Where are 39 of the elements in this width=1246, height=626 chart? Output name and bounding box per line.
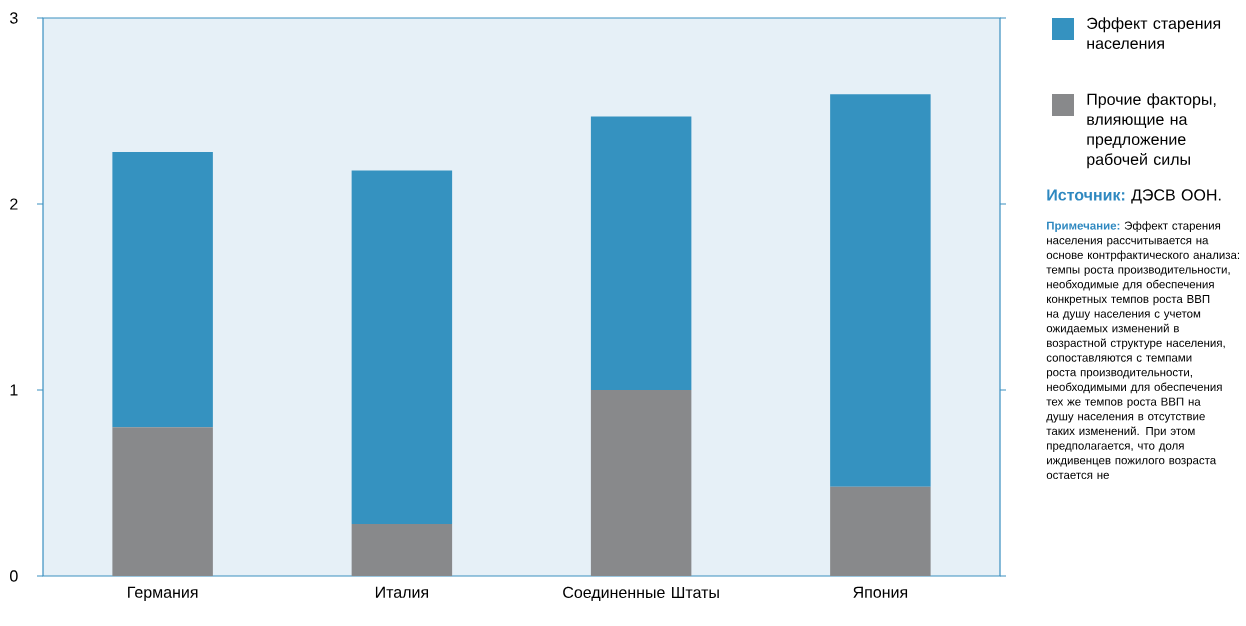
x-tick-label: Соединенные Штаты <box>563 586 719 602</box>
text: основе контрфактического анализа: <box>1046 250 1240 262</box>
y-tick-label: 1 <box>10 384 18 396</box>
text: на душу населения с учетом <box>1047 311 1201 320</box>
y-tick-label: 3 <box>10 12 18 24</box>
text: Источник: <box>1047 189 1125 201</box>
bar <box>830 486 931 576</box>
bar <box>351 170 453 524</box>
bar <box>830 94 931 487</box>
bar <box>112 427 213 576</box>
x-tick-label: Германия <box>128 586 198 602</box>
y-tick-label: 2 <box>10 198 18 210</box>
text: населения рассчитывается на <box>1047 238 1209 247</box>
bar <box>112 151 213 428</box>
text: сопоставляются с темпами <box>1046 355 1192 362</box>
text: Примечание: <box>1047 221 1120 232</box>
bar <box>590 390 692 576</box>
text: остается не <box>1046 472 1109 480</box>
text: ожидаемых изменений в <box>1046 323 1179 335</box>
text: тех же темпов роста ВВП на <box>1046 397 1201 408</box>
bar <box>351 523 453 576</box>
x-tick-label: Япония <box>853 586 908 598</box>
text: роста производительности, <box>1047 370 1192 379</box>
text: иждивенцев пожилого возраста <box>1047 458 1217 467</box>
x-tick-label: Италия <box>375 586 429 598</box>
legend-label: Эффект старения населения <box>1087 17 1221 49</box>
bar <box>590 116 692 390</box>
text: предполагается, что доля <box>1047 443 1184 452</box>
text: необходимыми для обеспечения <box>1047 382 1222 394</box>
text: конкретных темпов роста ВВП <box>1047 295 1210 306</box>
text: ДЭСВ ООН. <box>1131 189 1221 204</box>
y-tick-label: 0 <box>10 570 18 582</box>
text: душу населения в отсутствие <box>1046 414 1205 423</box>
text: темпы роста производительности, <box>1046 267 1230 276</box>
legend-label: Прочие факторы, влияющие на предложение рабочей силы <box>1087 93 1216 169</box>
text: таких изменений. При этом <box>1046 426 1195 438</box>
text: возрастной структуре населения, <box>1047 338 1225 350</box>
text: Эффект старения <box>1124 221 1221 232</box>
text: необходимые для обеспечения <box>1047 279 1214 291</box>
